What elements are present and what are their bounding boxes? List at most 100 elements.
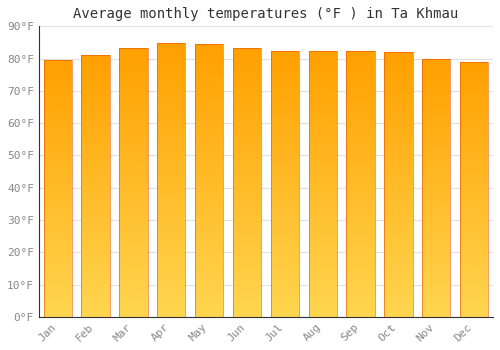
Bar bbox=[422, 114, 450, 117]
Bar bbox=[346, 254, 375, 257]
Bar bbox=[460, 139, 488, 142]
Bar bbox=[346, 184, 375, 188]
Bar bbox=[270, 303, 299, 307]
Bar bbox=[308, 141, 337, 144]
Bar bbox=[233, 179, 261, 182]
Bar bbox=[233, 189, 261, 192]
Bar bbox=[233, 152, 261, 155]
Bar bbox=[119, 68, 148, 71]
Bar bbox=[384, 89, 412, 92]
Bar bbox=[195, 75, 224, 78]
Bar bbox=[460, 148, 488, 152]
Bar bbox=[82, 248, 110, 251]
Bar bbox=[157, 286, 186, 289]
Bar bbox=[270, 284, 299, 287]
Bar bbox=[308, 194, 337, 197]
Bar bbox=[346, 128, 375, 131]
Bar bbox=[119, 132, 148, 135]
Bar bbox=[422, 233, 450, 236]
Bar bbox=[233, 142, 261, 145]
Bar bbox=[346, 214, 375, 217]
Bar bbox=[195, 303, 224, 307]
Bar bbox=[157, 313, 186, 317]
Bar bbox=[422, 256, 450, 259]
Bar bbox=[270, 264, 299, 267]
Bar bbox=[384, 96, 412, 99]
Bar bbox=[82, 131, 110, 134]
Bar bbox=[422, 88, 450, 91]
Bar bbox=[270, 68, 299, 71]
Bar bbox=[384, 251, 412, 254]
Bar bbox=[44, 60, 72, 317]
Bar bbox=[44, 115, 72, 118]
Bar bbox=[195, 286, 224, 289]
Bar bbox=[384, 108, 412, 112]
Bar bbox=[384, 287, 412, 290]
Bar bbox=[270, 94, 299, 97]
Bar bbox=[44, 182, 72, 185]
Bar bbox=[346, 287, 375, 290]
Bar bbox=[82, 150, 110, 153]
Bar bbox=[346, 55, 375, 58]
Bar bbox=[270, 51, 299, 317]
Bar bbox=[460, 212, 488, 215]
Bar bbox=[270, 290, 299, 294]
Bar bbox=[82, 183, 110, 186]
Bar bbox=[308, 230, 337, 234]
Bar bbox=[308, 150, 337, 154]
Bar bbox=[157, 279, 186, 283]
Bar bbox=[422, 301, 450, 304]
Bar bbox=[195, 146, 224, 150]
Bar bbox=[233, 102, 261, 105]
Bar bbox=[460, 196, 488, 199]
Bar bbox=[460, 69, 488, 72]
Bar bbox=[44, 294, 72, 297]
Bar bbox=[157, 228, 186, 231]
Bar bbox=[460, 253, 488, 257]
Bar bbox=[233, 51, 261, 55]
Bar bbox=[44, 131, 72, 134]
Bar bbox=[384, 184, 412, 188]
Bar bbox=[195, 256, 224, 259]
Bar bbox=[44, 99, 72, 102]
Bar bbox=[460, 91, 488, 94]
Bar bbox=[157, 43, 186, 317]
Bar bbox=[233, 139, 261, 142]
Bar bbox=[270, 170, 299, 174]
Bar bbox=[384, 132, 412, 135]
Bar bbox=[195, 218, 224, 221]
Bar bbox=[157, 81, 186, 84]
Bar bbox=[119, 135, 148, 139]
Bar bbox=[44, 156, 72, 160]
Bar bbox=[308, 161, 337, 164]
Bar bbox=[422, 262, 450, 265]
Bar bbox=[460, 288, 488, 291]
Bar bbox=[308, 207, 337, 210]
Bar bbox=[308, 267, 337, 270]
Bar bbox=[346, 148, 375, 151]
Bar bbox=[157, 163, 186, 166]
Bar bbox=[422, 178, 450, 181]
Bar bbox=[308, 244, 337, 247]
Bar bbox=[422, 107, 450, 111]
Bar bbox=[119, 303, 148, 307]
Bar bbox=[270, 111, 299, 114]
Bar bbox=[157, 156, 186, 160]
Bar bbox=[270, 217, 299, 220]
Bar bbox=[308, 290, 337, 294]
Bar bbox=[44, 275, 72, 278]
Bar bbox=[270, 97, 299, 101]
Bar bbox=[308, 274, 337, 277]
Bar bbox=[44, 108, 72, 112]
Bar bbox=[308, 54, 337, 57]
Bar bbox=[119, 263, 148, 266]
Bar bbox=[119, 300, 148, 303]
Bar bbox=[119, 61, 148, 65]
Bar bbox=[195, 300, 224, 303]
Bar bbox=[384, 161, 412, 165]
Bar bbox=[346, 114, 375, 118]
Bar bbox=[82, 199, 110, 202]
Bar bbox=[119, 82, 148, 85]
Bar bbox=[233, 310, 261, 314]
Bar bbox=[270, 74, 299, 77]
